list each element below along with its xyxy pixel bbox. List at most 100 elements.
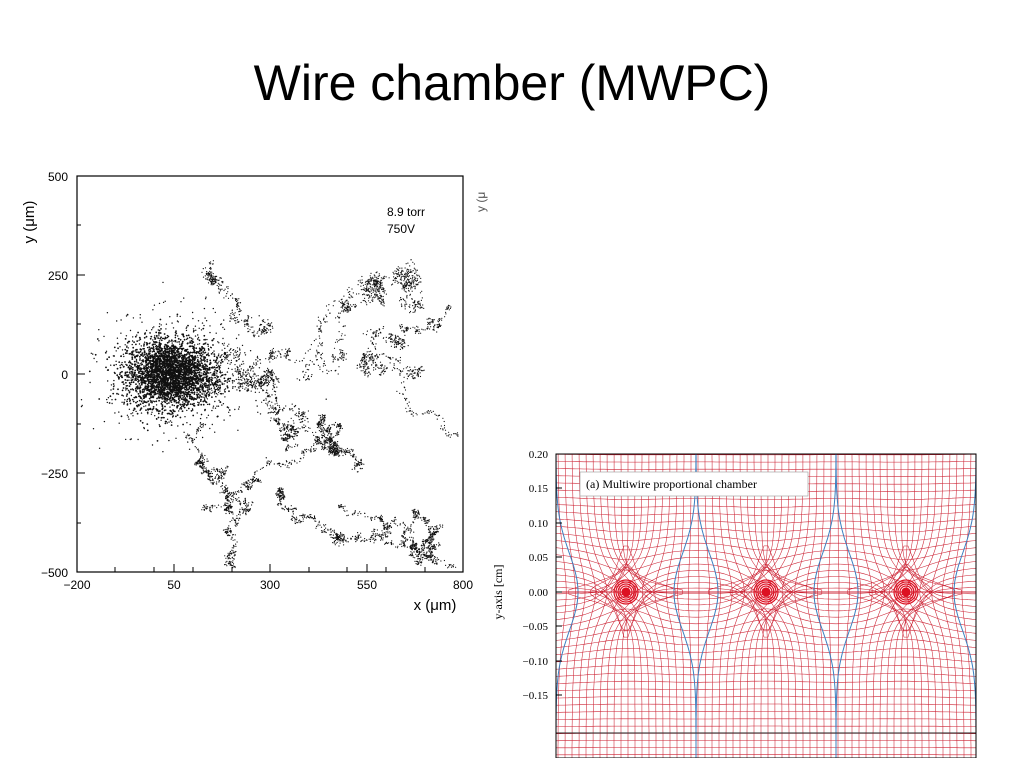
drift-point [238,371,240,373]
drift-point [194,375,196,377]
drift-point [164,346,166,348]
drift-point [238,381,240,383]
drift-point [248,378,250,381]
drift-point [195,352,198,355]
drift-point [136,391,138,393]
drift-point [190,389,192,391]
drift-point [219,371,221,373]
drift-point [219,401,222,404]
drift-point [271,401,273,403]
drift-point [125,371,127,374]
drift-point [192,409,194,411]
drift-point [121,349,124,351]
drift-point [206,381,208,383]
drift-point [235,360,237,362]
drift-point [191,351,194,354]
drift-point [378,288,380,291]
drift-point [202,396,204,398]
drift-point [150,391,153,394]
drift-point [226,371,229,373]
drift-point [229,320,231,322]
drift-point [139,385,142,387]
drift-point [189,354,191,357]
drift-point [153,349,155,352]
drift-point [263,330,266,332]
drift-point [342,354,344,356]
drift-point [279,429,281,431]
drift-point [257,360,259,362]
drift-point [278,351,280,353]
drift-point [176,395,179,397]
drift-point [366,288,368,290]
drift-point [179,392,182,395]
drift-point [157,392,159,394]
drift-point [351,296,353,298]
drift-point [189,423,191,426]
drift-point [154,338,156,340]
drift-point [162,337,165,340]
drift-point [166,393,169,396]
drift-point [167,355,169,357]
drift-point [295,404,297,407]
drift-point [265,402,267,404]
drift-point [179,376,181,378]
drift-point [125,363,127,366]
drift-point [301,414,303,416]
drift-point [209,392,211,394]
drift-point [119,371,122,374]
drift-point [263,333,265,335]
drift-point [198,388,200,391]
drift-point [307,410,309,412]
drift-point [137,380,140,383]
drift-point [352,292,354,294]
drift-point [161,380,163,383]
drift-point [294,414,296,416]
drift-point [181,374,183,377]
drift-point [319,337,321,339]
drift-point [362,299,364,302]
drift-point [254,391,257,393]
drift-point [243,363,245,365]
drift-point [272,327,274,329]
drift-point [203,339,205,341]
drift-point [375,290,377,292]
drift-point [239,302,242,304]
drift-point [207,393,209,396]
drift-point [160,328,162,330]
drift-point [126,385,129,387]
drift-point [207,345,209,347]
drift-point [255,364,257,366]
drift-point [178,359,180,361]
drift-point [150,413,153,415]
drift-point [289,408,291,410]
drift-point [263,327,265,329]
drift-point [260,324,263,326]
drift-point [344,325,346,327]
drift-point [159,394,162,397]
drift-point [162,416,165,419]
drift-point [139,363,141,365]
drift-point [162,394,164,396]
drift-point [239,349,241,351]
drift-point [266,403,268,405]
drift-point [347,291,349,293]
drift-point [131,398,134,401]
drift-point [241,379,243,381]
drift-point [143,350,146,352]
drift-point [216,405,218,407]
drift-point [141,399,143,401]
drift-point [303,426,305,429]
drift-point [138,355,141,358]
drift-point [193,397,195,399]
drift-point [381,287,383,289]
drift-point [160,379,162,381]
drift-point [138,339,140,342]
drift-point [261,332,263,334]
drift-point [242,377,244,379]
drift-point [183,338,186,341]
drift-point [133,355,136,358]
drift-point [373,282,375,284]
drift-point [230,348,232,350]
drift-point [139,338,142,341]
drift-point [380,303,382,305]
